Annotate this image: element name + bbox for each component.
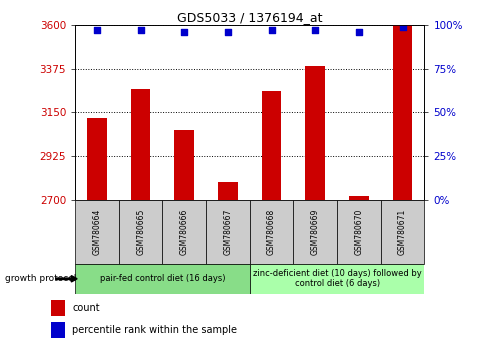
Text: GSM780666: GSM780666: [180, 209, 188, 255]
Point: [398, 24, 406, 29]
Bar: [336, 200, 380, 264]
Bar: [261, 91, 281, 200]
Bar: [162, 200, 206, 264]
Bar: [51, 321, 64, 338]
Text: zinc-deficient diet (10 days) followed by
control diet (6 days): zinc-deficient diet (10 days) followed b…: [252, 269, 421, 289]
Point: [180, 29, 188, 35]
Text: GSM780664: GSM780664: [92, 209, 101, 255]
Bar: [75, 264, 249, 294]
Bar: [249, 264, 424, 294]
Point: [136, 27, 144, 33]
Bar: [380, 200, 424, 264]
Bar: [119, 200, 162, 264]
Bar: [51, 300, 64, 316]
Bar: [206, 200, 249, 264]
Text: GSM780665: GSM780665: [136, 209, 145, 255]
Text: percentile rank within the sample: percentile rank within the sample: [72, 325, 237, 335]
Text: pair-fed control diet (16 days): pair-fed control diet (16 days): [100, 274, 225, 283]
Bar: [249, 200, 293, 264]
Bar: [75, 200, 119, 264]
Point: [224, 29, 231, 35]
Bar: [305, 66, 324, 200]
Title: GDS5033 / 1376194_at: GDS5033 / 1376194_at: [177, 11, 322, 24]
Point: [267, 27, 275, 33]
Text: GSM780667: GSM780667: [223, 209, 232, 255]
Point: [93, 27, 101, 33]
Text: count: count: [72, 303, 100, 313]
Point: [311, 27, 318, 33]
Text: growth protocol: growth protocol: [5, 274, 76, 283]
Point: [354, 29, 362, 35]
Bar: [348, 196, 368, 200]
Bar: [87, 118, 106, 200]
Text: GSM780670: GSM780670: [354, 209, 363, 255]
Bar: [131, 89, 150, 200]
Text: GSM780669: GSM780669: [310, 209, 319, 255]
Bar: [218, 183, 237, 200]
Text: GSM780668: GSM780668: [267, 209, 275, 255]
Bar: [174, 130, 194, 200]
Text: GSM780671: GSM780671: [397, 209, 406, 255]
Bar: [293, 200, 336, 264]
Bar: [392, 25, 411, 200]
